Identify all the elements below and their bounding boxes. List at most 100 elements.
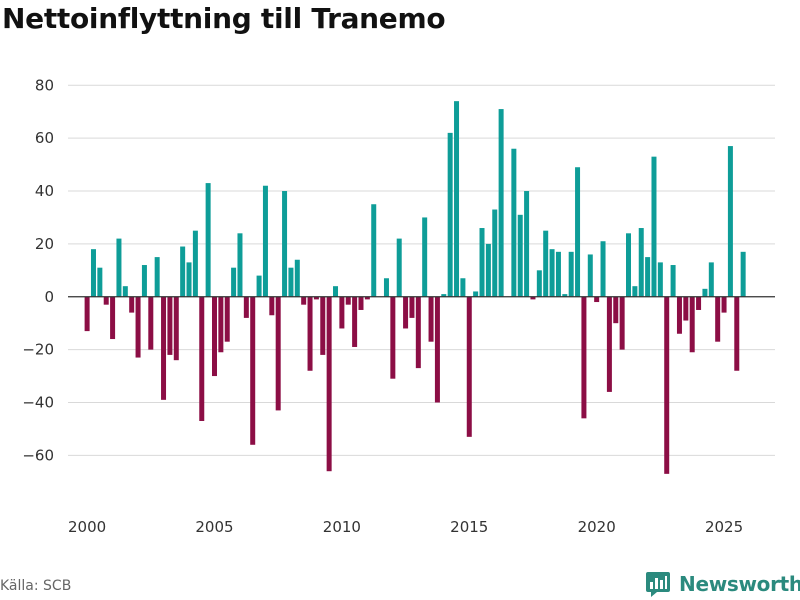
bar-2012-q3: 2012 Q3: -12: [403, 296, 409, 329]
bar-2020-q1: 2020 Q1: -2: [594, 296, 600, 303]
bar-2003-q4: 2003 Q4: 19: [180, 246, 186, 297]
bar-2019-q1: 2019 Q1: 17: [568, 251, 574, 297]
bar-2017-q3: 2017 Q3: -1: [530, 296, 536, 300]
bar-2003-q3: 2003 Q3: -24: [173, 296, 179, 361]
bar-2004-q4: 2004 Q4: 43: [205, 183, 211, 297]
bar-2001-q3: 2001 Q3: 4: [122, 286, 128, 297]
x-tick-label: 2025: [705, 518, 743, 536]
bar-2005-q1: 2005 Q1: -30: [212, 296, 217, 377]
bar-2025-q2: 2025 Q2: 57: [727, 146, 733, 297]
bar-2021-q2: 2021 Q2: 24: [626, 233, 631, 297]
bar-2000-q4: 2000 Q4: -3: [103, 296, 109, 305]
source-note: Källa: SCB: [0, 578, 72, 594]
bar-2006-q1: 2006 Q1: 24: [237, 233, 243, 297]
bar-2020-q3: 2020 Q3: -36: [606, 296, 612, 392]
bar-2017-q4: 2017 Q4: 10: [536, 270, 542, 297]
bar-2025-q4: 2025 Q4: 17: [740, 251, 746, 297]
bar-2018-q3: 2018 Q3: 17: [555, 251, 561, 297]
bar-2011-q2: 2011 Q2: 35: [371, 204, 377, 297]
bar-2001-q1: 2001 Q1: -16: [110, 296, 116, 340]
bar-2013-q3: 2013 Q3: -17: [428, 296, 434, 342]
bar-2022-q1: 2022 Q1: 15: [645, 257, 651, 297]
bar-2013-q4: 2013 Q4: -40: [434, 296, 440, 403]
bar-2025-q3: 2025 Q3: -28: [734, 296, 740, 371]
bar-2008-q2: 2008 Q2: 14: [294, 259, 300, 297]
bar-2023-q4: 2023 Q4: -21: [689, 296, 695, 353]
bar-2007-q1: 2007 Q1: 42: [262, 185, 268, 297]
bar-2006-q2: 2006 Q2: -8: [243, 296, 249, 318]
gridlines: [68, 84, 775, 456]
bar-2010-q4: 2010 Q4: -5: [358, 296, 364, 310]
bar-2008-q4: 2008 Q4: -28: [307, 296, 313, 371]
bar-2000-q3: 2000 Q3: 11: [97, 267, 103, 297]
bar-2016-q2: 2016 Q2: 71: [498, 109, 504, 297]
bar-2019-q3: 2019 Q3: -46: [581, 296, 587, 419]
bar-2024-q1: 2024 Q1: -5: [696, 296, 702, 310]
x-tick-label: 2015: [450, 518, 488, 536]
bar-2013-q1: 2013 Q1: -27: [415, 296, 421, 369]
bars: 2000 Q1: -132000 Q2: 182000 Q3: 112000 Q…: [84, 101, 746, 474]
bar-2018-q4: 2018 Q4: 1: [562, 294, 568, 297]
brand-name: Newsworthy: [679, 572, 800, 596]
bar-2018-q2: 2018 Q2: 18: [549, 249, 555, 297]
bar-2009-q4: 2009 Q4: 4: [333, 286, 339, 297]
bar-2004-q2: 2004 Q2: 25: [192, 230, 198, 297]
bar-2003-q2: 2003 Q2: -22: [167, 296, 173, 355]
bar-2021-q4: 2021 Q4: 26: [638, 228, 644, 297]
bar-2009-q3: 2009 Q3: -66: [326, 296, 332, 472]
bar-2021-q1: 2021 Q1: -20: [619, 296, 625, 350]
bar-2025-q1: 2025 Q1: -6: [721, 296, 727, 313]
x-tick-label: 2010: [323, 518, 361, 536]
y-tick-label: 40: [35, 182, 54, 200]
bar-2006-q4: 2006 Q4: 8: [256, 275, 262, 297]
bar-2004-q3: 2004 Q3: -47: [199, 296, 205, 421]
bar-2009-q2: 2009 Q2: -22: [320, 296, 326, 355]
bar-2013-q2: 2013 Q2: 30: [422, 217, 428, 297]
bar-2019-q4: 2019 Q4: 16: [587, 254, 593, 297]
bar-2022-q3: 2022 Q3: 13: [657, 262, 663, 297]
bar-2000-q2: 2000 Q2: 18: [90, 249, 96, 297]
bar-2007-q3: 2007 Q3: -43: [275, 296, 281, 411]
y-tick-label: −60: [22, 446, 54, 464]
bar-2016-q4: 2016 Q4: 56: [511, 148, 517, 297]
bar-2012-q4: 2012 Q4: -8: [409, 296, 415, 318]
bar-2022-q2: 2022 Q2: 53: [651, 156, 657, 297]
bar-2017-q2: 2017 Q2: 40: [524, 191, 530, 297]
bar-2010-q3: 2010 Q3: -19: [352, 296, 358, 347]
bar-2020-q4: 2020 Q4: -10: [613, 296, 619, 324]
bar-2014-q2: 2014 Q2: 62: [447, 132, 453, 297]
bar-2006-q3: 2006 Q3: -56: [250, 296, 256, 445]
bar-2018-q1: 2018 Q1: 25: [543, 230, 549, 297]
bar-2015-q2: 2015 Q2: 2: [473, 291, 479, 297]
bar-2023-q1: 2023 Q1: 12: [670, 265, 676, 297]
newsworthy-logo-icon: [646, 572, 670, 597]
bar-2005-q2: 2005 Q2: -21: [218, 296, 224, 353]
bar-2007-q4: 2007 Q4: 40: [282, 191, 288, 297]
x-tick-label: 2000: [68, 518, 106, 536]
bar-2005-q4: 2005 Q4: 11: [231, 267, 237, 297]
bar-2010-q2: 2010 Q2: -3: [345, 296, 351, 305]
bar-2012-q2: 2012 Q2: 22: [396, 238, 402, 297]
bar-2023-q2: 2023 Q2: -14: [676, 296, 682, 334]
bar-2004-q1: 2004 Q1: 13: [186, 262, 192, 297]
bar-2024-q4: 2024 Q4: -17: [715, 296, 721, 342]
newsworthy-logo: Newsworthy: [645, 570, 800, 598]
y-tick-label: 60: [35, 129, 54, 147]
bar-2010-q1: 2010 Q1: -12: [339, 296, 345, 329]
bar-2015-q1: 2015 Q1: -53: [466, 296, 472, 437]
bar-2008-q3: 2008 Q3: -3: [301, 296, 307, 305]
bar-2024-q3: 2024 Q3: 13: [708, 262, 714, 297]
bar-2009-q1: 2009 Q1: -1: [313, 296, 319, 300]
bar-2007-q2: 2007 Q2: -7: [269, 296, 275, 316]
bar-2000-q1: 2000 Q1: -13: [84, 296, 90, 332]
y-tick-label: −20: [22, 341, 54, 359]
bar-2005-q3: 2005 Q3: -17: [224, 296, 230, 342]
bar-2014-q4: 2014 Q4: 7: [460, 278, 466, 297]
bar-2024-q2: 2024 Q2: 3: [702, 288, 708, 297]
bar-2022-q4: 2022 Q4: -67: [664, 296, 670, 474]
bar-2011-q1: 2011 Q1: -1: [364, 296, 370, 300]
bar-2016-q1: 2016 Q1: 33: [492, 209, 498, 297]
